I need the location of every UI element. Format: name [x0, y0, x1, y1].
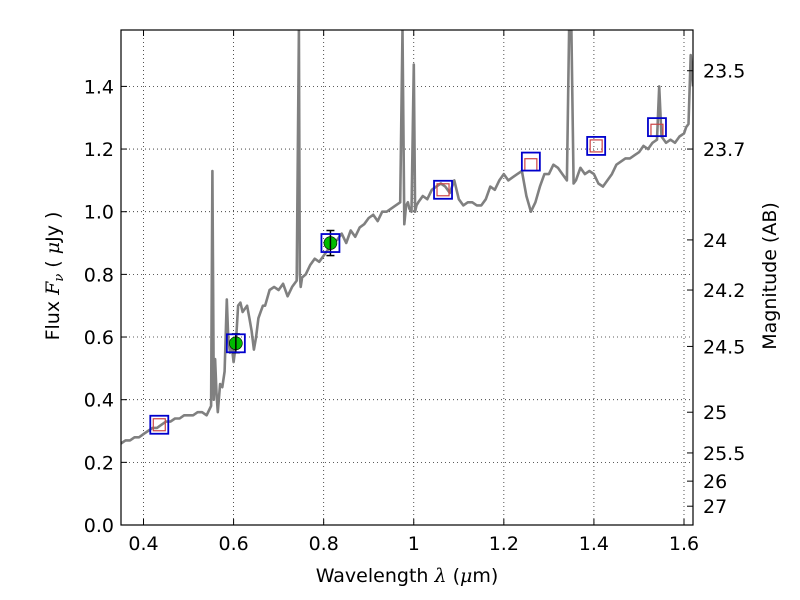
upper-limit-marker	[152, 418, 166, 432]
x-axis-ticks: 0.4 0.6 0.8 1 1.2 1.4 1.6	[128, 30, 699, 555]
x-axis-label: Wavelength λ (μm)	[316, 565, 499, 587]
upper-limit-marker	[524, 158, 538, 172]
x-tick-label: 1.2	[489, 533, 519, 555]
upper-limit-marker	[589, 139, 603, 153]
y-axis-label: Flux Fν ( μJy )	[42, 212, 67, 341]
plot-area	[121, 30, 693, 445]
photometry-box	[586, 136, 607, 156]
y-tick-label: 0.2	[84, 452, 114, 474]
magnitude-tick-label: 27	[703, 496, 727, 518]
magnitude-axis-ticks: 23.5 23.7 24 24.2 24.5 25 25.5 26 27	[687, 61, 745, 518]
magnitude-tick-label: 24.2	[703, 280, 745, 302]
y-tick-label: 1.2	[84, 139, 114, 161]
photometry-markers	[149, 117, 667, 435]
plot-frame	[120, 29, 694, 526]
photometry-box	[647, 117, 667, 138]
magnitude-axis-label: Magnitude (AB)	[759, 202, 781, 350]
x-tick-label: 0.6	[218, 533, 248, 555]
y-tick-label: 0.8	[84, 264, 114, 286]
upper-limit-marker	[436, 183, 450, 197]
spectrum-line	[121, 30, 693, 445]
y-tick-label: 0.4	[84, 390, 114, 412]
x-tick-label: 1	[408, 533, 420, 555]
magnitude-tick-label: 25	[703, 402, 727, 424]
photometry-box	[433, 179, 453, 200]
magnitude-tick-label: 23.7	[703, 139, 745, 161]
x-tick-label: 0.4	[128, 533, 158, 555]
magnitude-tick-label: 25.5	[703, 443, 745, 465]
x-tick-label: 1.4	[579, 533, 609, 555]
y-tick-label: 0.6	[84, 327, 114, 349]
magnitude-tick-label: 24.5	[703, 336, 745, 358]
magnitude-tick-label: 23.5	[703, 61, 745, 83]
x-tick-label: 1.6	[669, 533, 699, 555]
y-tick-label: 1.0	[84, 202, 114, 224]
magnitude-tick-label: 26	[703, 471, 727, 493]
magnitude-tick-label: 24	[703, 230, 727, 252]
photometry-box	[149, 414, 170, 435]
x-tick-label: 0.8	[309, 533, 339, 555]
y-tick-label: 0.0	[84, 515, 114, 537]
y-axis-ticks: 0.0 0.2 0.4 0.6 0.8 1.0 1.2 1.4	[84, 76, 127, 537]
photometry-box	[225, 333, 246, 354]
photometry-box	[520, 151, 541, 172]
y-tick-label: 1.4	[84, 76, 114, 98]
photometry-box	[320, 233, 341, 253]
grid-lines	[121, 30, 693, 526]
